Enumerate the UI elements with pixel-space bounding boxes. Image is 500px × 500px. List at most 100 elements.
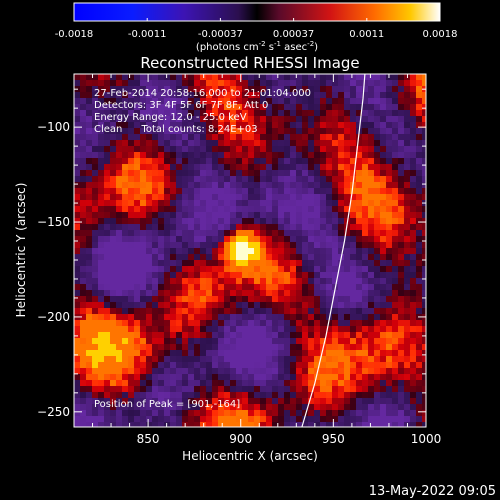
heatmap-cell [236,182,242,188]
heatmap-cell [230,104,236,110]
heatmap-cell [80,278,86,284]
heatmap-cell [356,80,362,86]
heatmap-cell [266,236,272,242]
heatmap-cell [290,284,296,290]
heatmap-cell [302,320,308,326]
heatmap-cell [176,260,182,266]
heatmap-cell [386,164,392,170]
heatmap-cell [86,146,92,152]
heatmap-cell [296,272,302,278]
heatmap-cell [200,392,206,398]
heatmap-cell [248,140,254,146]
heatmap-cell [140,398,146,404]
heatmap-cell [194,386,200,392]
heatmap-cell [266,164,272,170]
heatmap-cell [92,254,98,260]
heatmap-cell [128,236,134,242]
heatmap-cell [182,416,188,422]
heatmap-cell [188,212,194,218]
heatmap-cell [212,110,218,116]
heatmap-cell [200,86,206,92]
heatmap-cell [224,368,230,374]
heatmap-cell [314,140,320,146]
heatmap-cell [266,146,272,152]
heatmap-cell [404,266,410,272]
heatmap-cell [92,368,98,374]
heatmap-cell [230,194,236,200]
heatmap-cell [98,158,104,164]
heatmap-cell [98,128,104,134]
heatmap-cell [260,278,266,284]
heatmap-cell [254,140,260,146]
heatmap-cell [176,398,182,404]
heatmap-cell [404,206,410,212]
heatmap-cell [110,188,116,194]
heatmap-cell [230,356,236,362]
heatmap-cell [164,194,170,200]
heatmap-cell [188,356,194,362]
heatmap-cell [410,158,416,164]
heatmap-cell [248,152,254,158]
heatmap-cell [350,392,356,398]
heatmap-cell [110,416,116,422]
heatmap-cell [74,188,80,194]
heatmap-cell [230,212,236,218]
heatmap-cell [224,314,230,320]
heatmap-cell [194,332,200,338]
heatmap-cell [74,242,80,248]
heatmap-cell [218,410,224,416]
heatmap-cell [362,224,368,230]
heatmap-cell [332,200,338,206]
heatmap-cell [404,152,410,158]
heatmap-cell [140,422,146,427]
heatmap-cell [74,74,80,80]
heatmap-cell [92,230,98,236]
heatmap-cell [236,260,242,266]
heatmap-cell [206,146,212,152]
heatmap-cell [248,104,254,110]
heatmap-cell [212,296,218,302]
heatmap-cell [134,260,140,266]
heatmap-cell [104,152,110,158]
heatmap-cell [296,254,302,260]
heatmap-cell [194,146,200,152]
heatmap-cell [242,230,248,236]
heatmap-cell [128,350,134,356]
heatmap-cell [344,212,350,218]
heatmap-cell [248,362,254,368]
heatmap-cell [110,122,116,128]
heatmap-cell [326,314,332,320]
heatmap-cell [170,302,176,308]
heatmap-cell [398,212,404,218]
heatmap-cell [314,314,320,320]
heatmap-cell [182,152,188,158]
heatmap-cell [308,332,314,338]
heatmap-cell [350,230,356,236]
heatmap-cell [368,128,374,134]
heatmap-cell [338,182,344,188]
heatmap-cell [416,122,422,128]
heatmap-cell [338,320,344,326]
heatmap-cell [170,116,176,122]
heatmap-cell [206,92,212,98]
heatmap-cell [176,170,182,176]
heatmap-cell [176,254,182,260]
heatmap-cell [146,206,152,212]
heatmap-cell [212,374,218,380]
heatmap-cell [356,416,362,422]
heatmap-cell [290,314,296,320]
heatmap-cell [374,230,380,236]
heatmap-cell [134,338,140,344]
heatmap-cell [146,218,152,224]
heatmap-cell [236,140,242,146]
heatmap-cell [218,380,224,386]
heatmap-cell [86,170,92,176]
heatmap-cell [326,86,332,92]
heatmap-cell [188,122,194,128]
heatmap-cell [368,146,374,152]
heatmap-cell [170,104,176,110]
heatmap-cell [386,122,392,128]
heatmap-cell [368,206,374,212]
heatmap-cell [422,404,426,410]
